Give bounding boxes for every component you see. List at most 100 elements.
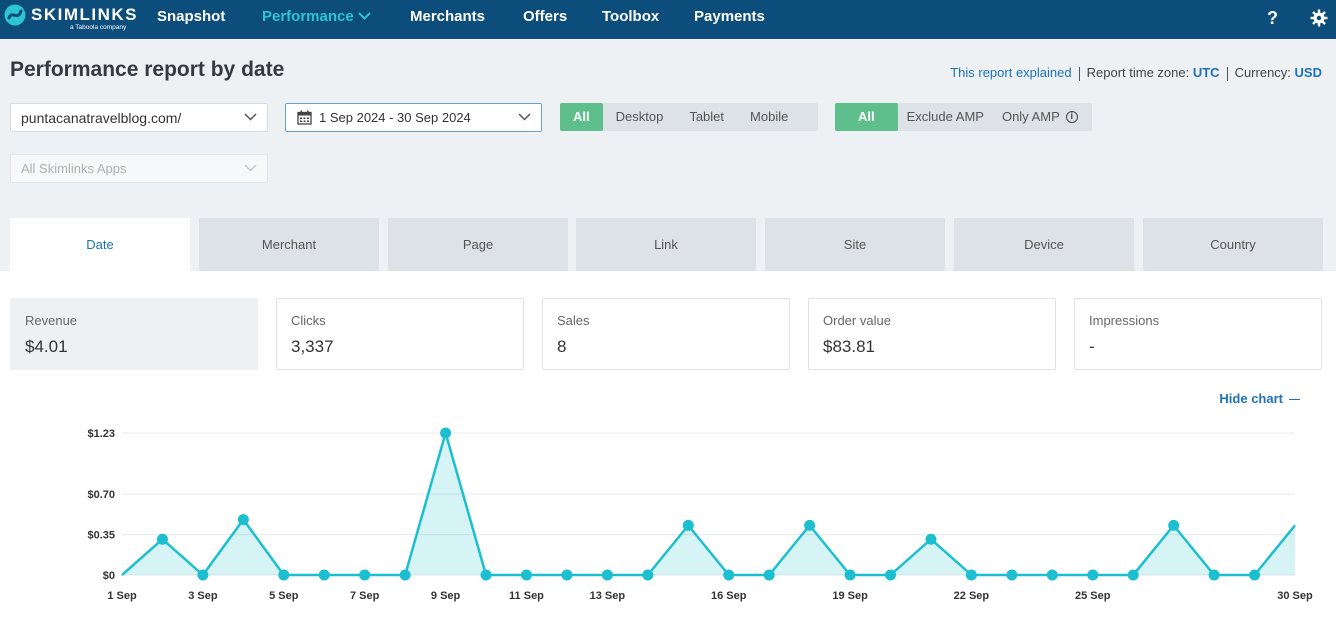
kpi-value: 8 — [557, 337, 567, 356]
data-point — [601, 569, 613, 581]
tab-site[interactable]: Site — [765, 218, 945, 271]
y-tick-label: $0.70 — [87, 489, 115, 501]
divider — [1078, 66, 1080, 81]
gear-icon[interactable] — [1310, 9, 1328, 27]
device-option-all[interactable]: All — [560, 103, 603, 131]
date-range-picker[interactable]: 1 Sep 2024 - 30 Sep 2024 — [285, 103, 542, 132]
chevron-down-icon — [518, 113, 531, 121]
timezone-value[interactable]: UTC — [1192, 65, 1220, 80]
kpi-label: Impressions — [1089, 313, 1160, 328]
apps-select-value: All Skimlinks Apps — [21, 161, 127, 176]
device-option-mobile[interactable]: Mobile — [750, 109, 789, 124]
kpi-value: 3,337 — [291, 337, 334, 356]
kpi-label: Order value — [823, 313, 891, 328]
nav-performance-label: Performance — [262, 8, 354, 25]
currency-value[interactable]: USD — [1294, 65, 1322, 80]
divider — [1226, 66, 1228, 81]
kpi-impressions[interactable]: Impressions - — [1074, 298, 1322, 370]
data-point — [925, 533, 937, 545]
logo-text: SKIMLINKS — [31, 5, 138, 24]
y-tick-label: $0.35 — [87, 530, 115, 542]
logo-subtext: a Taboola company — [70, 24, 127, 31]
currency-label: Currency: — [1234, 65, 1291, 80]
help-icon[interactable]: ? — [1267, 8, 1278, 28]
x-tick-label: 3 Sep — [188, 590, 218, 602]
x-tick-label: 9 Sep — [431, 590, 461, 602]
info-icon[interactable]: i — [1065, 110, 1078, 123]
kpi-value: - — [1089, 337, 1095, 356]
x-tick-label: 7 Sep — [350, 590, 380, 602]
data-point — [642, 569, 654, 581]
report-explained-link[interactable]: This report explained — [950, 65, 1072, 80]
x-tick-label: 30 Sep — [1277, 590, 1313, 602]
kpi-revenue[interactable]: Revenue $4.01 — [10, 298, 258, 370]
data-point — [763, 569, 775, 581]
data-point — [1087, 569, 1099, 581]
date-range-value: 1 Sep 2024 - 30 Sep 2024 — [319, 110, 471, 125]
site-select-value: puntacanatravelblog.com/ — [21, 110, 182, 126]
y-tick-label: $0 — [103, 570, 115, 582]
data-point — [804, 519, 816, 531]
nav-merchants[interactable]: Merchants — [410, 8, 486, 25]
data-point — [682, 519, 694, 531]
nav-offers[interactable]: Offers — [523, 8, 568, 25]
device-option-tablet[interactable]: Tablet — [689, 109, 725, 124]
data-point — [1006, 569, 1018, 581]
data-point — [156, 533, 168, 545]
kpi-clicks[interactable]: Clicks 3,337 — [276, 298, 524, 370]
tab-country[interactable]: Country — [1143, 218, 1323, 271]
device-toggle: All Desktop Tablet Mobile — [560, 103, 818, 131]
nav-payments[interactable]: Payments — [694, 8, 765, 25]
kpi-order-value[interactable]: Order value $83.81 — [808, 298, 1056, 370]
hide-chart-label: Hide chart — [1219, 391, 1283, 406]
data-point — [440, 427, 452, 439]
tab-link[interactable]: Link — [576, 218, 756, 271]
series-area — [122, 433, 1295, 575]
tab-date[interactable]: Date — [10, 218, 190, 271]
data-point — [885, 569, 897, 581]
data-point — [318, 569, 330, 581]
data-point — [399, 569, 411, 581]
timezone-label: Report time zone: — [1086, 65, 1190, 80]
x-tick-label: 5 Sep — [269, 590, 299, 602]
kpi-label: Sales — [557, 313, 590, 328]
amp-option-all[interactable]: All — [835, 103, 898, 131]
x-tick-label: 13 Sep — [590, 590, 626, 602]
x-tick-label: 25 Sep — [1075, 590, 1111, 602]
data-point — [480, 569, 492, 581]
kpi-value: $4.01 — [25, 337, 68, 356]
amp-option-only[interactable]: Only AMP i — [993, 103, 1078, 131]
kpi-value: $83.81 — [823, 337, 875, 356]
nav-performance[interactable]: Performance — [262, 8, 371, 25]
revenue-chart: $0 $0.35 $0.70 $1.23 1 Sep 3 Sep 5 Sep 7 Sep 9 S… — [87, 427, 1313, 602]
nav-toolbox[interactable]: Toolbox — [602, 8, 660, 25]
logo-mark-icon — [4, 4, 26, 26]
tab-page[interactable]: Page — [388, 218, 568, 271]
data-point — [1046, 569, 1058, 581]
calendar-icon — [297, 110, 312, 125]
tab-merchant[interactable]: Merchant — [199, 218, 379, 271]
device-option-desktop[interactable]: Desktop — [615, 109, 664, 124]
x-tick-label: 11 Sep — [509, 590, 544, 602]
apps-select[interactable]: All Skimlinks Apps — [10, 154, 268, 183]
data-point — [561, 569, 573, 581]
amp-toggle: All Exclude AMP Only AMP i — [835, 103, 1092, 131]
data-point — [237, 514, 249, 526]
report-meta: This report explained Report time zone: U… — [950, 65, 1322, 81]
data-point — [359, 569, 371, 581]
nav-snapshot[interactable]: Snapshot — [157, 8, 226, 25]
data-point — [1208, 569, 1220, 581]
x-tick-label: 19 Sep — [832, 590, 868, 602]
tab-device[interactable]: Device — [954, 218, 1134, 271]
kpi-label: Revenue — [25, 313, 78, 328]
data-point — [520, 569, 532, 581]
amp-option-only-label: Only AMP — [1001, 109, 1060, 124]
chevron-down-icon — [244, 164, 257, 172]
page-title: Performance report by date — [10, 58, 285, 81]
kpi-sales[interactable]: Sales 8 — [542, 298, 790, 370]
amp-option-exclude[interactable]: Exclude AMP — [906, 109, 984, 124]
hide-chart-button[interactable]: Hide chart — [1219, 391, 1300, 406]
data-point — [1249, 569, 1261, 581]
site-select[interactable]: puntacanatravelblog.com/ — [10, 103, 268, 132]
data-point — [278, 569, 290, 581]
